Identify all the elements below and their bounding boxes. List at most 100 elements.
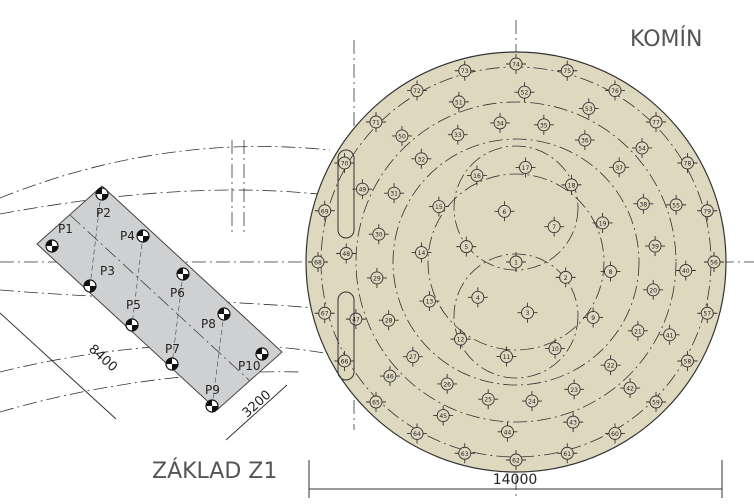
chimney-pile-label: 47 xyxy=(352,317,360,324)
chimney-pile-57: 57 xyxy=(697,303,718,324)
chimney-pile-32: 32 xyxy=(411,148,432,169)
foundation-axis xyxy=(69,214,251,382)
ring-1 xyxy=(355,101,677,423)
chimney-pile-label: 2 xyxy=(564,275,568,282)
foundation-pile-label: P5 xyxy=(126,298,141,312)
chimney-pile-4: 4 xyxy=(467,287,488,308)
chimney-pile-label: 60 xyxy=(611,431,619,438)
foundation-pile-label: P4 xyxy=(120,229,135,243)
chimney-pile-label: 17 xyxy=(522,165,530,172)
chimney-pile-label: 50 xyxy=(398,133,406,140)
opening-upper xyxy=(337,149,355,239)
chimney-pile-label: 9 xyxy=(591,315,595,322)
chimney-pile-label: 40 xyxy=(682,268,690,275)
chimney-pile-label: 4 xyxy=(476,295,480,302)
chimney-pile-72: 72 xyxy=(407,80,427,101)
chimney-pile-label: 18 xyxy=(568,182,576,189)
chimney-pile-24: 24 xyxy=(521,391,542,412)
chimney-pile-label: 52 xyxy=(521,90,529,97)
chimney-pile-label: 64 xyxy=(413,431,421,438)
chimney-pile-78: 78 xyxy=(677,153,698,173)
chimney-pile-20: 20 xyxy=(643,279,664,300)
chimney-pile-47: 47 xyxy=(345,309,366,330)
chimney-pile-label: 27 xyxy=(409,354,417,361)
chimney-pile-42: 42 xyxy=(620,378,641,399)
foundation-pile-label: P3 xyxy=(100,264,115,278)
chimney-pile-10: 10 xyxy=(545,338,566,359)
foundation-pile-P3: P3 xyxy=(83,264,115,293)
foundation-guide-3 xyxy=(171,273,184,365)
chimney-pile-53: 53 xyxy=(578,98,599,119)
chimney-pile-label: 19 xyxy=(599,220,607,227)
chimney-pile-label: 24 xyxy=(528,399,536,406)
foundation-pile-P5: P5 xyxy=(125,298,141,332)
chimney-pile-label: 13 xyxy=(426,299,434,306)
chimney-pile-label: 79 xyxy=(703,208,711,215)
chimney-pile-label: 54 xyxy=(638,145,646,152)
chimney-pile-51: 51 xyxy=(448,91,469,112)
chimney-pile-15: 15 xyxy=(428,196,449,217)
chimney-pile-label: 1 xyxy=(514,260,518,267)
chimney-pile-8: 8 xyxy=(600,261,621,282)
chimney-pile-label: 37 xyxy=(615,165,623,172)
chimney-pile-label: 70 xyxy=(341,161,349,168)
pipe-contour-1 xyxy=(0,189,336,215)
foundation-pile-label: P9 xyxy=(205,383,220,397)
chimney-pile-label: 76 xyxy=(611,88,619,95)
chimney-pile-label: 8 xyxy=(609,269,613,276)
chimney-pile-27: 27 xyxy=(402,346,423,367)
chimney-pile-1: 1 xyxy=(506,252,526,272)
chimney-pile-label: 22 xyxy=(607,363,615,370)
chimney-pile-label: 12 xyxy=(457,337,465,344)
chimney-pile-label: 20 xyxy=(649,287,657,294)
chimney-pile-30: 30 xyxy=(368,224,389,245)
chimney-pile-44: 44 xyxy=(497,421,518,442)
foundation-guide-2 xyxy=(131,235,144,326)
foundation-pile-label: P1 xyxy=(58,222,73,236)
chimney-pile-7: 7 xyxy=(544,216,565,237)
chimney-pile-70: 70 xyxy=(334,153,355,173)
chimney-pile-label: 39 xyxy=(651,244,659,251)
chimney-pile-label: 44 xyxy=(504,429,512,436)
chimney-pile-79: 79 xyxy=(697,200,718,221)
chimney-pile-35: 35 xyxy=(533,114,554,135)
chimney-pile-label: 11 xyxy=(503,354,511,361)
foundation-pile-P10: P10 xyxy=(238,347,269,373)
chimney-pile-label: 69 xyxy=(321,208,329,215)
chimney-pile-label: 55 xyxy=(672,202,680,209)
chimney-pile-23: 23 xyxy=(564,379,585,400)
chimney-pile-label: 56 xyxy=(710,260,718,267)
chimney-pile-26: 26 xyxy=(437,373,458,394)
chimney-pile-29: 29 xyxy=(366,267,387,288)
chimney-pile-55: 55 xyxy=(666,194,687,215)
chimney-pile-label: 16 xyxy=(473,173,481,180)
chimney-pile-label: 31 xyxy=(390,191,398,198)
chimney-pile-5: 5 xyxy=(456,236,477,257)
chimney-pile-11: 11 xyxy=(496,346,517,367)
chimney-pile-62: 62 xyxy=(506,450,526,470)
chimney-pile-68: 68 xyxy=(308,252,328,272)
chimney-pile-28: 28 xyxy=(378,310,399,331)
chimney-pile-label: 66 xyxy=(341,359,349,366)
chimney-pile-label: 5 xyxy=(464,244,468,251)
chimney-pile-label: 7 xyxy=(552,224,556,231)
chimney-pile-label: 58 xyxy=(684,359,692,366)
chimney-pile-label: 34 xyxy=(496,120,504,127)
chimney-pile-label: 36 xyxy=(581,138,589,145)
foundation-pile-P7: P7 xyxy=(165,342,180,371)
chimney-pile-label: 72 xyxy=(413,88,421,95)
chimney-pile-39: 39 xyxy=(645,236,666,257)
chimney-pile-59: 59 xyxy=(646,392,667,413)
chimney-pile-71: 71 xyxy=(365,111,386,132)
chimney-pile-label: 3 xyxy=(526,310,530,317)
chimney-pile-label: 38 xyxy=(640,201,648,208)
opening-lower xyxy=(337,291,355,381)
chimney-pile-46: 46 xyxy=(379,366,400,387)
chimney-pile-19: 19 xyxy=(592,212,613,233)
chimney-pile-label: 63 xyxy=(461,451,469,458)
chimney-pile-label: 35 xyxy=(540,122,548,129)
chimney-pile-77: 77 xyxy=(646,111,667,132)
chimney-pile-52: 52 xyxy=(514,82,535,103)
chimney-pile-75: 75 xyxy=(557,60,578,81)
